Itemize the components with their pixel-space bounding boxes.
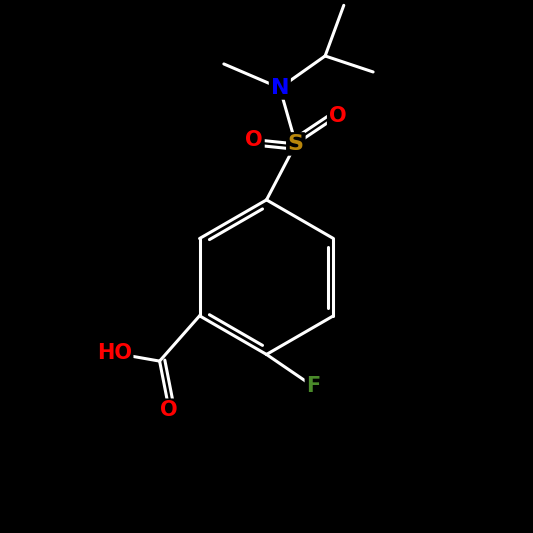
Text: S: S	[288, 134, 304, 154]
Text: O: O	[245, 130, 263, 150]
Text: F: F	[306, 376, 320, 397]
Text: HO: HO	[97, 343, 132, 363]
Text: O: O	[160, 400, 178, 420]
Text: O: O	[328, 106, 346, 126]
Text: N: N	[271, 78, 289, 98]
